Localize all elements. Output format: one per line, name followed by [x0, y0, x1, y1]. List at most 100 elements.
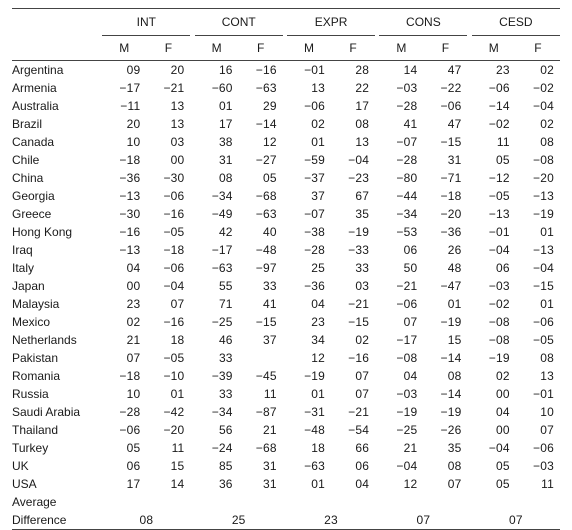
table-cell: −03 [472, 277, 516, 295]
table-row: Canada100338120113−07−151108 [12, 133, 560, 151]
table-cell: −10 [146, 367, 190, 385]
table-row: Armenia−17−21−60−631322−03−22−06−02 [12, 79, 560, 97]
table-row: Turkey0511−24−6818662135−04−06 [12, 439, 560, 457]
header-sub-m: M [195, 36, 239, 61]
table-cell: 31 [239, 457, 283, 475]
table-cell: −06 [516, 313, 560, 331]
table-cell: 04 [102, 259, 146, 277]
table-cell: 13 [331, 133, 375, 151]
table-cell: −63 [239, 79, 283, 97]
table-cell: 23 [102, 295, 146, 313]
table-cell: 11 [472, 133, 516, 151]
table-row: Thailand−06−205621−48−54−25−260007 [12, 421, 560, 439]
table-cell: −01 [516, 385, 560, 403]
table-cell: 22 [331, 79, 375, 97]
table-cell: 16 [195, 61, 239, 80]
table-cell: −34 [379, 205, 423, 223]
table-cell: −80 [379, 169, 423, 187]
table-cell: −44 [379, 187, 423, 205]
header-group-cesd: CESD [472, 9, 560, 36]
header-sub-f: F [239, 36, 283, 61]
table-row: Malaysia2307714104−21−0601−0201 [12, 295, 560, 313]
table-cell: −02 [472, 115, 516, 133]
table-cell: 10 [516, 403, 560, 421]
table-cell: 17 [331, 97, 375, 115]
difference-label: Difference [12, 511, 102, 530]
table-cell: 01 [516, 223, 560, 241]
table-cell: 02 [516, 61, 560, 80]
table-cell: −34 [195, 403, 239, 421]
country-label: Armenia [12, 79, 102, 97]
table-cell: −36 [102, 169, 146, 187]
table-cell: 03 [331, 277, 375, 295]
difference-value: 08 [102, 511, 190, 530]
table-cell: 31 [195, 151, 239, 169]
table-cell: −17 [379, 331, 423, 349]
table-cell: 00 [472, 421, 516, 439]
table-cell: −23 [331, 169, 375, 187]
table-cell: 04 [472, 403, 516, 421]
table-cell: 15 [423, 331, 467, 349]
table-cell: −25 [195, 313, 239, 331]
table-cell: 33 [239, 277, 283, 295]
table-cell: 48 [423, 259, 467, 277]
table-cell: −36 [423, 223, 467, 241]
table-cell: −14 [423, 385, 467, 403]
country-label: Japan [12, 277, 102, 295]
table-cell: 13 [287, 79, 331, 97]
table-cell: 01 [423, 295, 467, 313]
table-cell: −01 [472, 223, 516, 241]
table-cell: −53 [379, 223, 423, 241]
table-cell: −01 [287, 61, 331, 80]
difference-value: 07 [379, 511, 467, 530]
table-cell: 08 [423, 457, 467, 475]
table-cell: −48 [287, 421, 331, 439]
country-label: Pakistan [12, 349, 102, 367]
table-cell: 00 [472, 385, 516, 403]
table-row: Iraq−13−18−17−48−28−330626−04−13 [12, 241, 560, 259]
table-cell: −07 [287, 205, 331, 223]
table-cell: 17 [195, 115, 239, 133]
country-label: Iraq [12, 241, 102, 259]
table-cell: −21 [331, 295, 375, 313]
table-cell: 06 [379, 241, 423, 259]
table-cell: −19 [423, 403, 467, 421]
table-cell: −04 [472, 439, 516, 457]
table-cell: 37 [239, 331, 283, 349]
table-cell: 12 [239, 133, 283, 151]
table-cell: −71 [423, 169, 467, 187]
table-cell: 07 [423, 475, 467, 493]
table-cell: −28 [102, 403, 146, 421]
difference-row: Difference0825230707 [12, 511, 560, 530]
table-cell: −13 [102, 241, 146, 259]
header-group-cont: CONT [195, 9, 283, 36]
table-cell: −12 [472, 169, 516, 187]
table-cell: −13 [472, 205, 516, 223]
average-label: Average [12, 493, 102, 511]
table-cell: 23 [472, 61, 516, 80]
header-group-expr: EXPR [287, 9, 375, 36]
table-cell: 10 [102, 385, 146, 403]
table-row: Japan00−045533−3603−21−47−03−15 [12, 277, 560, 295]
average-row: Average [12, 493, 560, 511]
table-cell: −13 [516, 187, 560, 205]
table-cell: 09 [102, 61, 146, 80]
table-cell: −11 [102, 97, 146, 115]
country-label: Brazil [12, 115, 102, 133]
header-sub-m: M [102, 36, 146, 61]
table-cell: −06 [516, 439, 560, 457]
difference-value: 25 [195, 511, 283, 530]
table-cell: 14 [379, 61, 423, 80]
table-cell: −03 [379, 385, 423, 403]
table-cell: −04 [472, 241, 516, 259]
table-cell: 04 [287, 295, 331, 313]
table-cell: −17 [102, 79, 146, 97]
difference-value: 07 [472, 511, 560, 530]
table-cell: −03 [516, 457, 560, 475]
table-cell: 13 [146, 97, 190, 115]
table-cell: 13 [516, 367, 560, 385]
table-cell: −68 [239, 439, 283, 457]
table-cell: −08 [472, 313, 516, 331]
table-cell: 05 [472, 457, 516, 475]
table-cell: −04 [379, 457, 423, 475]
